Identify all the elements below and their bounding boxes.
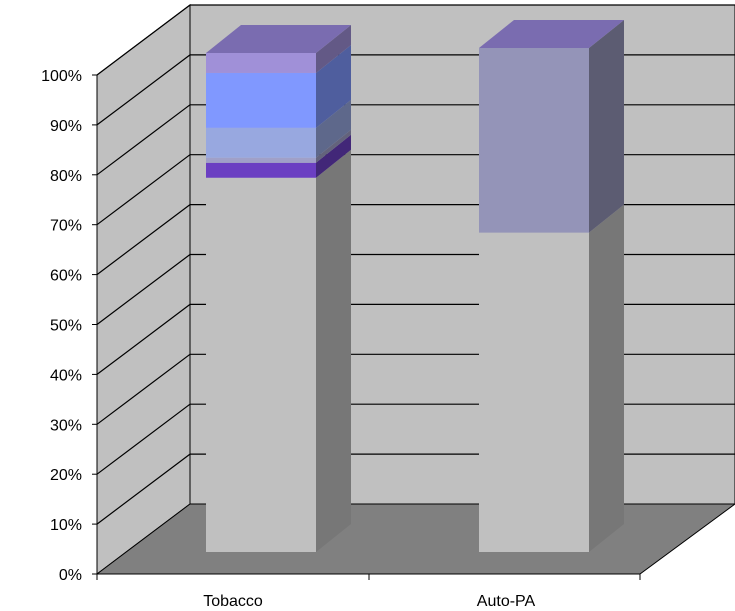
y-tick-label: 60% <box>50 268 82 285</box>
y-tick-label: 0% <box>59 567 82 584</box>
y-tick-label: 20% <box>50 467 82 484</box>
category-label: Auto-PA <box>477 593 536 610</box>
axis <box>92 74 641 580</box>
bar-segment-side <box>316 25 351 73</box>
y-tick-label: 10% <box>50 517 82 534</box>
bar-segment-side <box>589 20 624 233</box>
bar-segment <box>206 177 316 552</box>
y-tick-label: 100% <box>41 68 82 85</box>
bar-segment-side <box>316 149 351 552</box>
bar-segment <box>206 127 316 158</box>
y-tick-label: 40% <box>50 367 82 384</box>
bar-segment <box>479 232 589 552</box>
y-tick-label: 50% <box>50 318 82 335</box>
y-tick-labels: 0% 10% 20% 30% 40% 50% 60% 70% 80% 90% 100% <box>41 68 82 584</box>
chart-walls <box>95 3 735 576</box>
bar-segment-side <box>316 129 351 163</box>
bar-segment <box>206 162 316 178</box>
bar-segment <box>206 53 316 73</box>
bars <box>206 20 624 552</box>
y-tick-label: 70% <box>50 218 82 235</box>
gridline <box>96 4 735 76</box>
floor <box>95 503 735 575</box>
y-tick-label: 90% <box>50 118 82 135</box>
bar-segment-side <box>316 134 351 178</box>
bar-segment <box>206 72 316 128</box>
bar-top <box>479 20 624 49</box>
bar-top <box>206 25 351 53</box>
bar-segment <box>206 157 316 163</box>
y-tick-label: 30% <box>50 417 82 434</box>
bar-segment-side <box>316 99 351 158</box>
bar-segment-side <box>589 204 624 552</box>
category-label: Tobacco <box>203 593 263 610</box>
bar-segment <box>479 48 589 233</box>
category-labels: Tobacco Auto-PA <box>203 593 535 610</box>
bar-segment-side <box>316 44 351 128</box>
y-tick-label: 80% <box>50 168 82 185</box>
